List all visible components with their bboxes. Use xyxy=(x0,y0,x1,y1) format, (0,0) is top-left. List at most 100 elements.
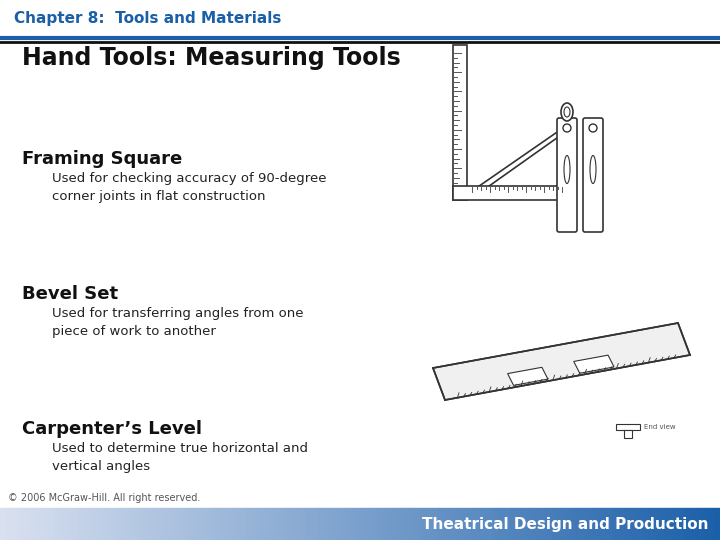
Bar xyxy=(522,508,528,540)
Bar xyxy=(702,508,708,540)
Bar xyxy=(660,508,666,540)
Bar xyxy=(324,508,330,540)
Text: Theatrical Design and Production: Theatrical Design and Production xyxy=(421,516,708,531)
Bar xyxy=(270,508,276,540)
Bar xyxy=(576,508,582,540)
Bar xyxy=(612,508,618,540)
Bar xyxy=(150,508,156,540)
Bar xyxy=(432,508,438,540)
Bar xyxy=(0,508,6,540)
Bar xyxy=(408,508,414,540)
Bar xyxy=(558,508,564,540)
Bar xyxy=(696,508,702,540)
Text: Used for checking accuracy of 90-degree
corner joints in flat construction: Used for checking accuracy of 90-degree … xyxy=(52,172,326,203)
Bar xyxy=(348,508,354,540)
Text: Used to determine true horizontal and
vertical angles: Used to determine true horizontal and ve… xyxy=(52,442,308,473)
Bar xyxy=(552,508,558,540)
Circle shape xyxy=(589,124,597,132)
Text: End view: End view xyxy=(644,424,675,430)
Bar xyxy=(336,508,342,540)
Bar xyxy=(684,508,690,540)
Bar xyxy=(252,508,258,540)
Bar xyxy=(12,508,18,540)
Bar xyxy=(72,508,78,540)
Circle shape xyxy=(563,124,571,132)
Text: Bevel Set: Bevel Set xyxy=(22,285,118,303)
Bar xyxy=(588,508,594,540)
Bar xyxy=(186,508,192,540)
Bar xyxy=(708,508,714,540)
Bar xyxy=(240,508,246,540)
Bar xyxy=(360,508,366,540)
Bar xyxy=(6,508,12,540)
Bar xyxy=(378,508,384,540)
Bar xyxy=(582,508,588,540)
Bar xyxy=(156,508,162,540)
Bar xyxy=(126,508,132,540)
Bar xyxy=(402,508,408,540)
Bar xyxy=(624,430,632,438)
Text: Chapter 8:  Tools and Materials: Chapter 8: Tools and Materials xyxy=(14,11,282,26)
Text: Used for transferring angles from one
piece of work to another: Used for transferring angles from one pi… xyxy=(52,307,304,338)
Bar xyxy=(60,508,66,540)
Bar xyxy=(48,508,54,540)
Bar xyxy=(453,186,568,200)
Bar xyxy=(102,508,108,540)
Bar xyxy=(228,508,234,540)
Bar xyxy=(204,508,210,540)
Bar xyxy=(624,508,630,540)
Bar xyxy=(438,508,444,540)
Bar xyxy=(300,508,306,540)
Bar xyxy=(312,508,318,540)
Bar xyxy=(372,508,378,540)
Bar xyxy=(642,508,648,540)
Bar xyxy=(24,508,30,540)
Bar xyxy=(192,508,198,540)
Bar xyxy=(294,508,300,540)
Bar xyxy=(564,508,570,540)
Bar xyxy=(480,508,486,540)
Bar xyxy=(456,508,462,540)
Bar xyxy=(210,508,216,540)
Bar xyxy=(276,508,282,540)
Bar xyxy=(354,508,360,540)
Bar xyxy=(453,45,467,200)
Bar xyxy=(570,508,576,540)
Bar xyxy=(144,508,150,540)
Text: Framing Square: Framing Square xyxy=(22,150,182,168)
Bar xyxy=(594,508,600,540)
Polygon shape xyxy=(433,323,690,400)
Bar xyxy=(30,508,36,540)
Text: Carpenter’s Level: Carpenter’s Level xyxy=(22,420,202,438)
Bar xyxy=(618,508,624,540)
Bar xyxy=(390,508,396,540)
Bar xyxy=(318,508,324,540)
Bar xyxy=(672,508,678,540)
Bar xyxy=(600,508,606,540)
Polygon shape xyxy=(508,367,548,386)
Bar xyxy=(264,508,270,540)
Bar xyxy=(366,508,372,540)
Bar xyxy=(96,508,102,540)
Bar xyxy=(546,508,552,540)
Bar xyxy=(246,508,252,540)
Bar xyxy=(414,508,420,540)
Bar xyxy=(648,508,654,540)
Bar xyxy=(132,508,138,540)
Ellipse shape xyxy=(590,156,596,184)
Polygon shape xyxy=(476,128,571,188)
Bar xyxy=(54,508,60,540)
Bar xyxy=(540,508,546,540)
Bar xyxy=(426,508,432,540)
Bar xyxy=(420,508,426,540)
Bar xyxy=(66,508,72,540)
Bar xyxy=(36,508,42,540)
Bar xyxy=(444,508,450,540)
Bar xyxy=(18,508,24,540)
Bar xyxy=(282,508,288,540)
Bar xyxy=(504,508,510,540)
Bar xyxy=(510,508,516,540)
Bar xyxy=(84,508,90,540)
Ellipse shape xyxy=(564,156,570,184)
Bar xyxy=(234,508,240,540)
